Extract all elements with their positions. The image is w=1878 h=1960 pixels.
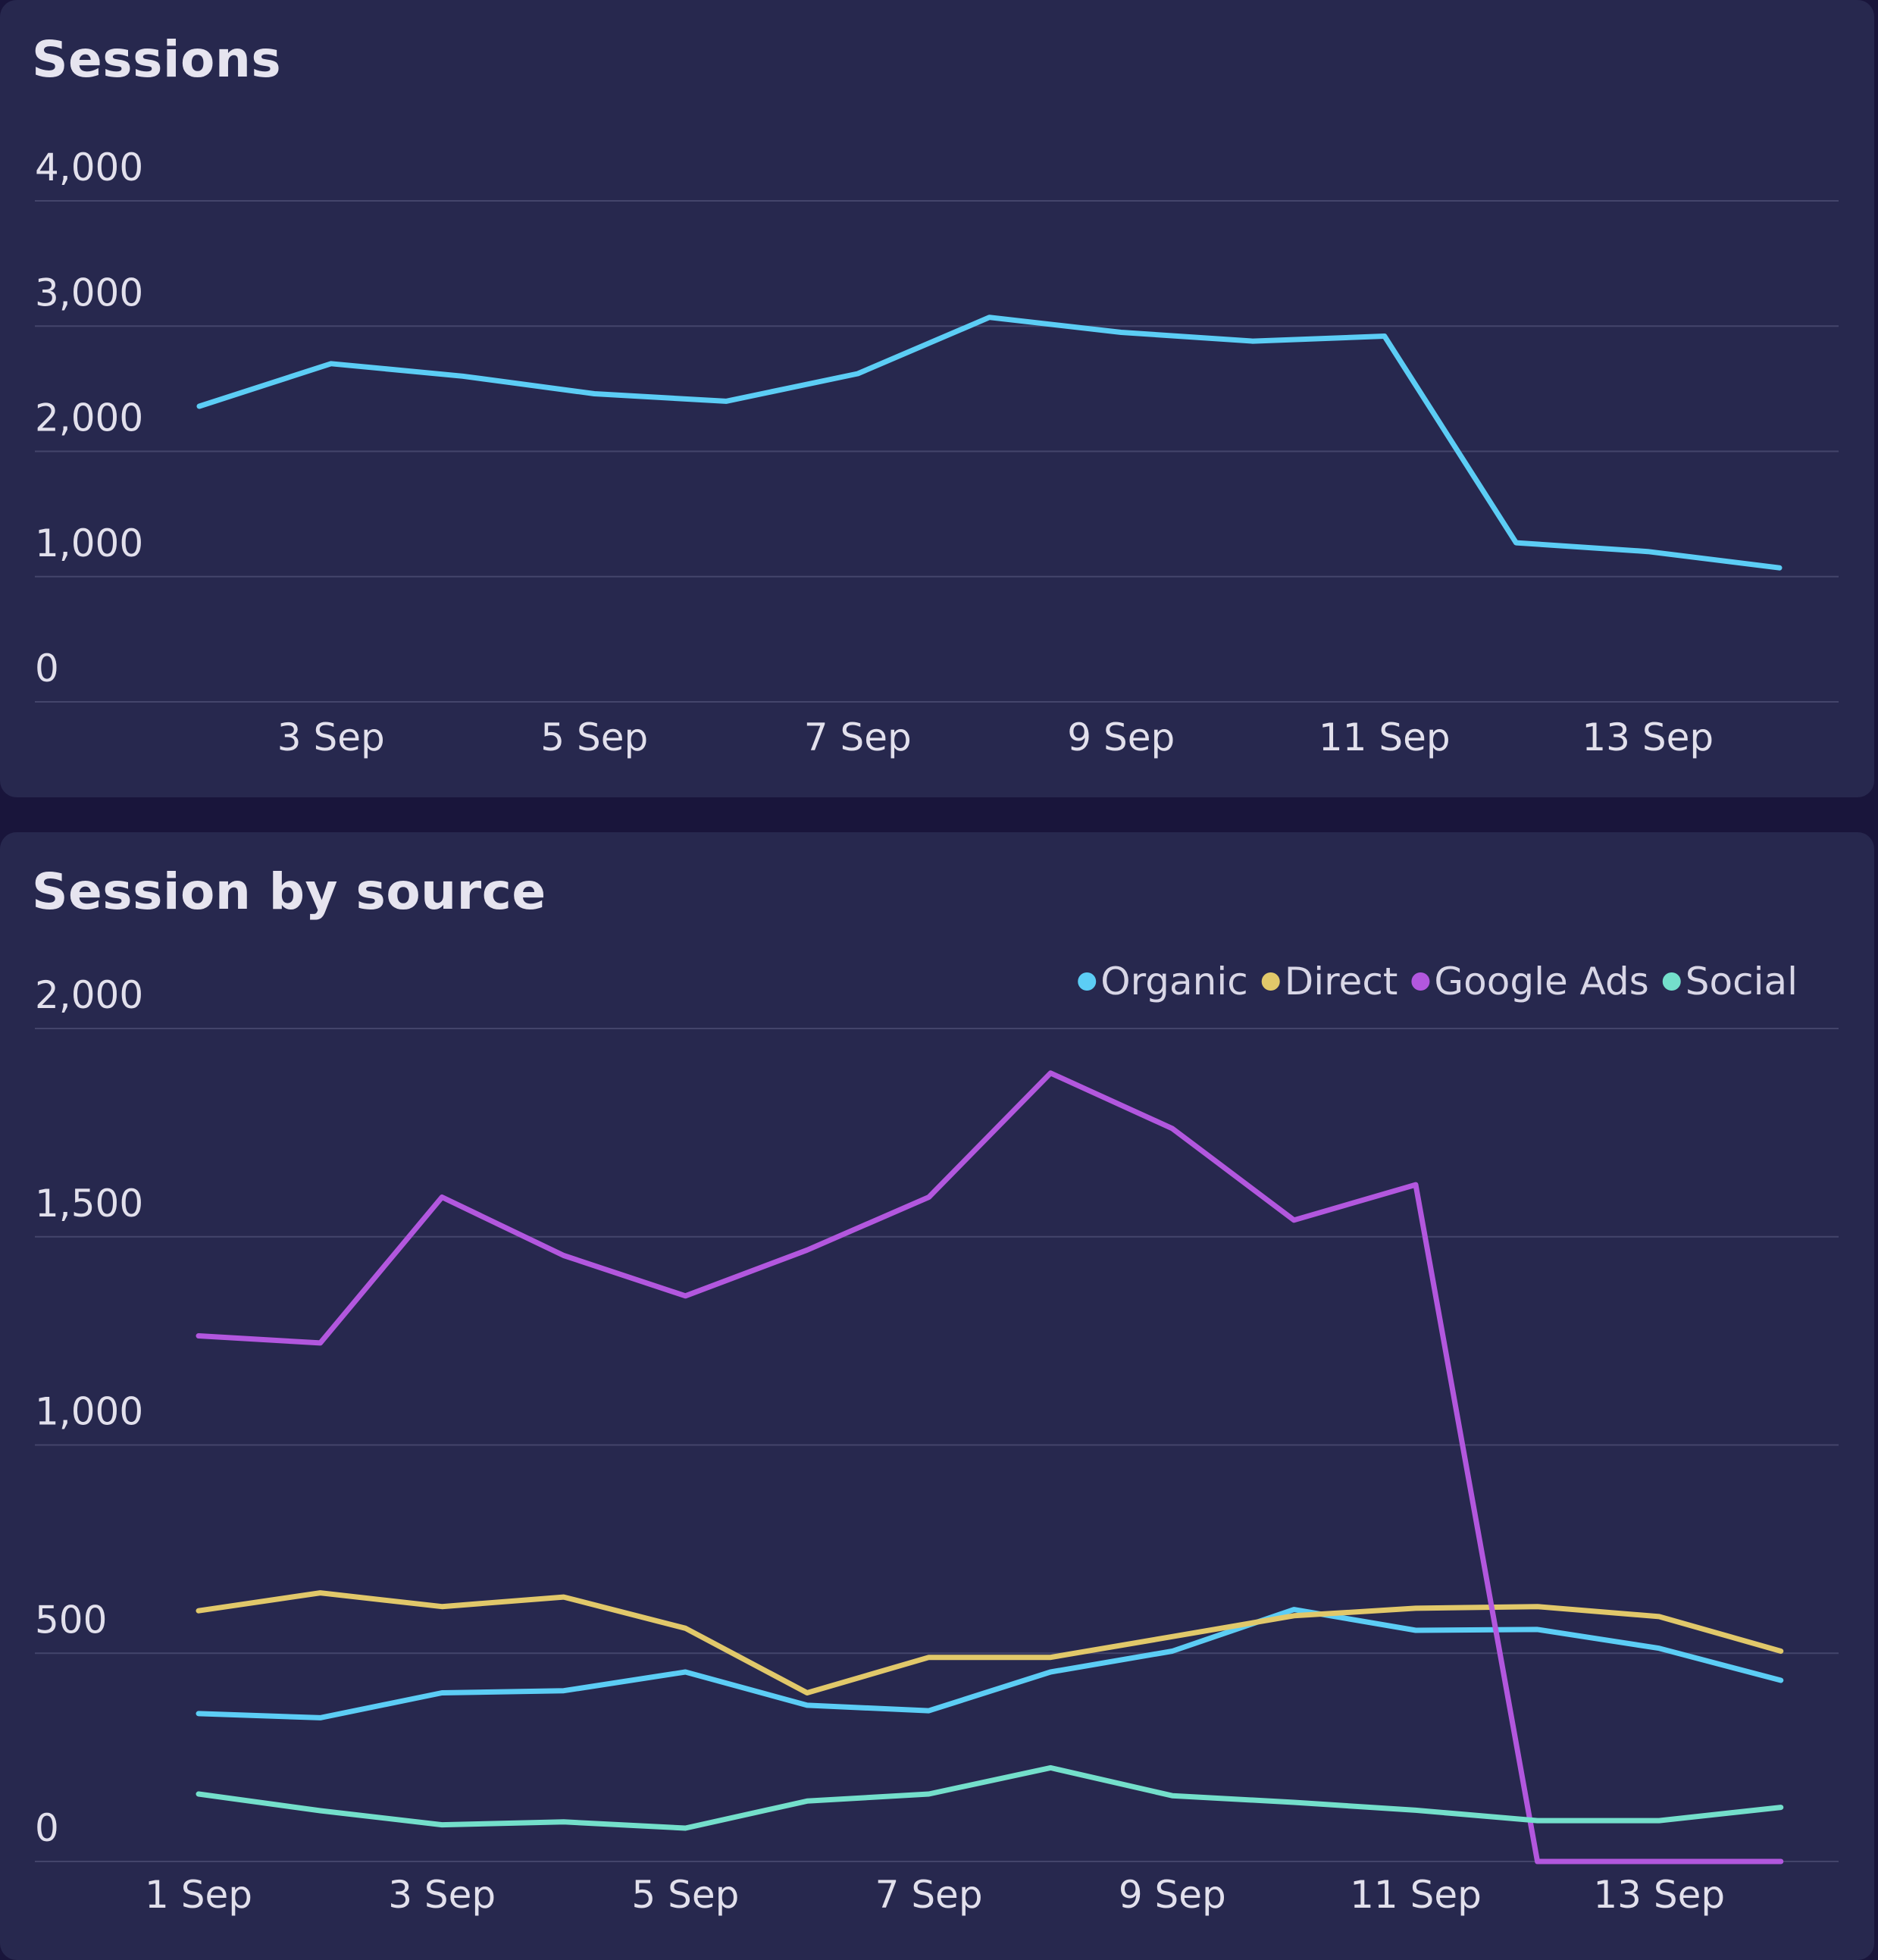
legend-marker (1411, 972, 1430, 991)
sessions-chart: 0 1,000 2,000 3,000 4,000 3 Sep 5 Sep 7 Sep 9 Se… (35, 146, 1839, 759)
social-series-line (196, 1764, 1784, 1831)
x-tick-label: 13 Sep (1593, 1873, 1725, 1917)
legend: Social Google Ads Direct Organic (1078, 960, 1798, 1003)
x-tick-label: 11 Sep (1350, 1873, 1482, 1917)
legend-marker (1078, 972, 1097, 991)
series-line (196, 315, 1783, 571)
x-tick-label: 5 Sep (540, 715, 648, 759)
x-tick-label: 3 Sep (277, 715, 385, 759)
x-tick-label: 7 Sep (875, 1873, 983, 1917)
legend-marker (1662, 972, 1681, 991)
y-tick-label: 500 (35, 1598, 107, 1642)
y-tick-label: 1,000 (35, 1390, 143, 1434)
x-tick-label: 5 Sep (631, 1873, 739, 1917)
y-tick-label: 0 (35, 1806, 59, 1850)
x-tick-label: 7 Sep (804, 715, 912, 759)
legend-label: Organic (1100, 960, 1247, 1003)
x-tick-label: 1 Sep (145, 1873, 252, 1917)
organic-series-line (196, 1607, 1784, 1720)
x-tick-label: 9 Sep (1119, 1873, 1226, 1917)
chart-title: Session by source (32, 863, 546, 921)
y-tick-label: 3,000 (35, 271, 143, 315)
x-tick-label: 13 Sep (1582, 715, 1714, 759)
google-ads-series-line (196, 1070, 1784, 1865)
y-tick-label: 0 (35, 647, 59, 690)
session-by-source-chart: 0 500 1,000 1,500 2,000 1 Sep 3 Sep 5 Sep 7 Sep 9… (35, 960, 1839, 1917)
chart-title: Sessions (32, 30, 282, 89)
y-tick-label: 2,000 (35, 396, 143, 440)
legend-label: Google Ads (1434, 960, 1648, 1003)
y-tick-label: 1,500 (35, 1182, 143, 1226)
y-tick-label: 2,000 (35, 973, 143, 1017)
sessions-card: Sessions 0 1,000 2,000 3,000 4,000 3 Sep 5 Sep… (0, 0, 1874, 797)
session-by-source-card: Session by source 0 500 1,000 1,500 2,000 1 S… (0, 832, 1874, 1960)
x-tick-label: 9 Sep (1067, 715, 1175, 759)
legend-marker (1261, 972, 1280, 991)
legend-label: Direct (1285, 960, 1398, 1003)
legend-label: Social (1686, 960, 1798, 1003)
x-tick-label: 11 Sep (1319, 715, 1451, 759)
y-tick-label: 4,000 (35, 146, 143, 189)
direct-series-line (196, 1590, 1784, 1695)
x-tick-label: 3 Sep (388, 1873, 496, 1917)
y-tick-label: 1,000 (35, 521, 143, 565)
